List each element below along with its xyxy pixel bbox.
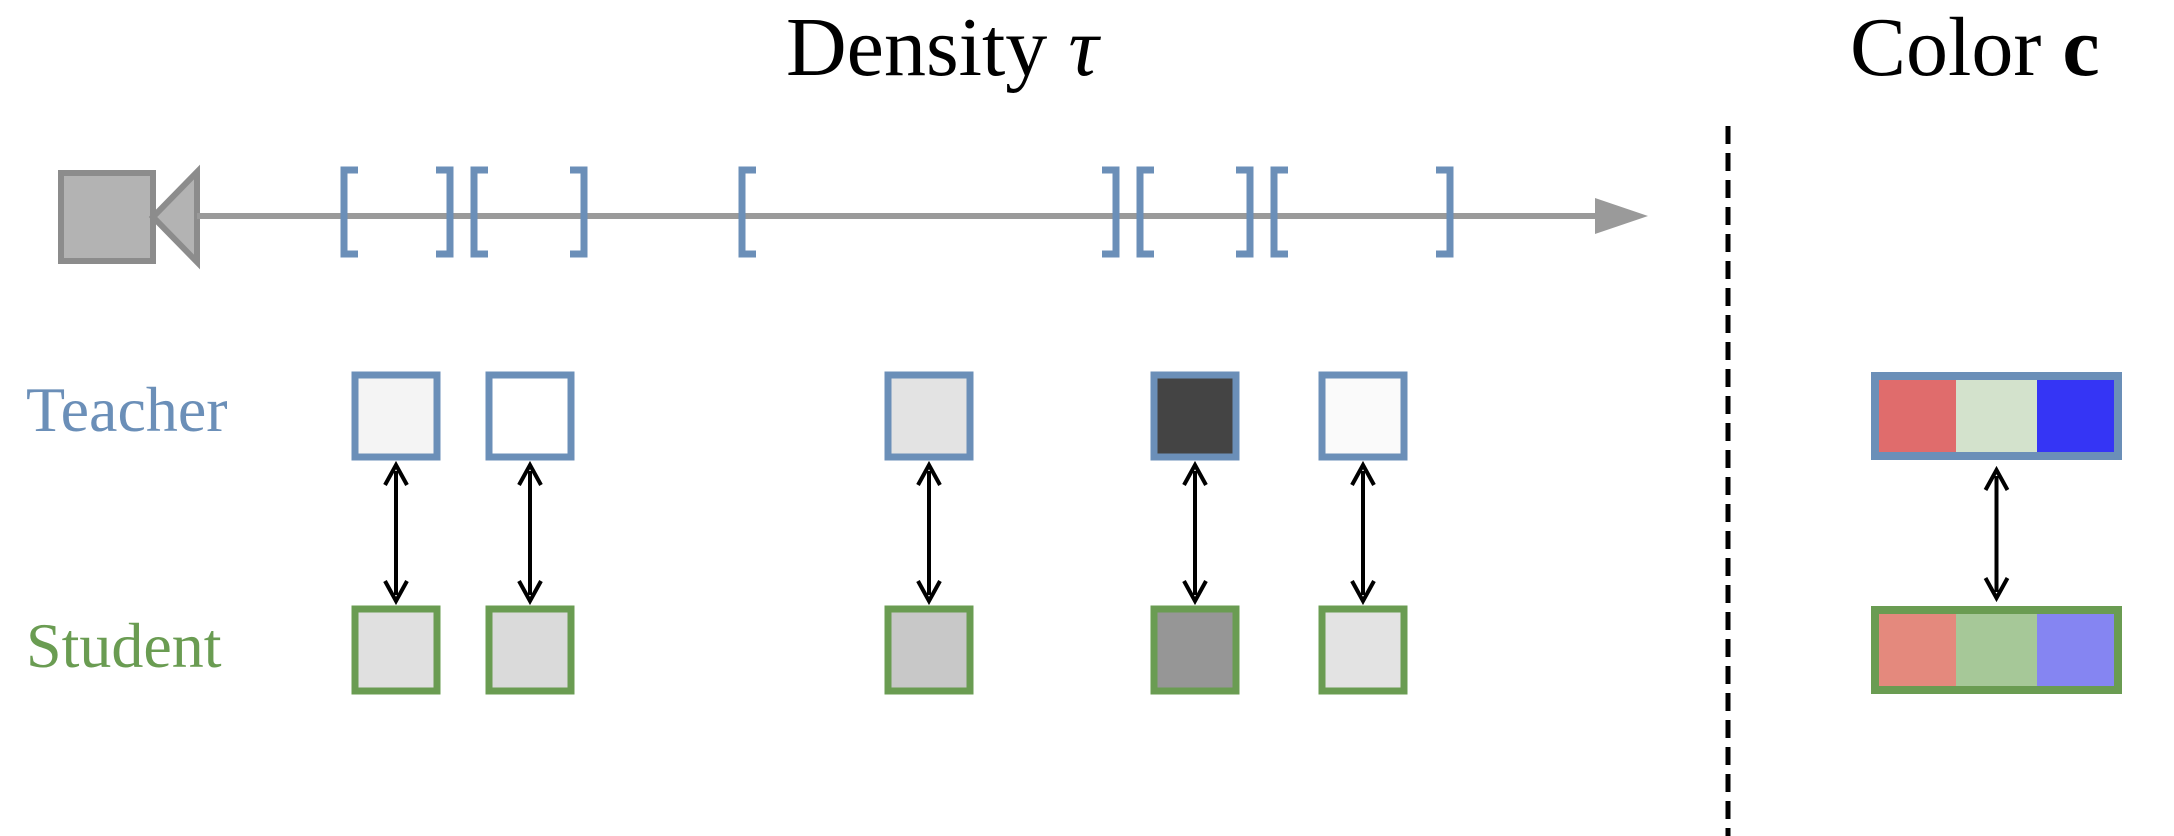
sample-intervals	[340, 166, 1454, 258]
camera-lens	[148, 164, 200, 270]
color-symbol: c	[2062, 1, 2100, 94]
interval-bracket	[340, 166, 358, 258]
teacher-color-segment	[1956, 376, 2038, 456]
comparison-arrow-head-up	[1182, 460, 1208, 486]
comparison-arrow-head-up	[1350, 460, 1376, 486]
teacher-color-segment	[2037, 376, 2119, 456]
comparison-arrow-head-down	[1350, 580, 1376, 606]
interval-bracket	[1236, 166, 1254, 258]
comparison-arrow-head-down	[916, 580, 942, 606]
interval-bracket	[1270, 166, 1288, 258]
teacher-sample-box	[485, 371, 575, 461]
teacher-sample-box	[351, 371, 441, 461]
interval-bracket	[436, 166, 454, 258]
camera-body	[58, 170, 156, 264]
ray-arrowhead	[1595, 198, 1648, 234]
color-comparison-arrow-head-up	[1983, 465, 2010, 491]
interval-bracket	[570, 166, 588, 258]
student-sample-box	[884, 605, 974, 695]
teacher-sample-box	[884, 371, 974, 461]
camera-icon	[58, 164, 200, 270]
color-comparison	[1871, 372, 2122, 694]
comparison-arrow-head-up	[383, 460, 409, 486]
comparison-arrow-head-up	[517, 460, 543, 486]
interval-bracket	[738, 166, 756, 258]
student-sample-box	[485, 605, 575, 695]
student-sample-box	[1150, 605, 1240, 695]
student-color-segment	[2037, 610, 2119, 690]
density-samples	[351, 371, 1408, 695]
color-comparison-arrow-head-down	[1983, 577, 2010, 603]
interval-bracket	[1436, 166, 1454, 258]
teacher-color-bar	[1871, 372, 2122, 460]
density-title-word: Density	[786, 1, 1048, 94]
teacher-label: Teacher	[26, 374, 228, 445]
color-title-word: Color	[1850, 1, 2042, 94]
density-title: Density τ	[786, 0, 1098, 96]
comparison-arrow-head-up	[916, 460, 942, 486]
teacher-sample-box	[1318, 371, 1408, 461]
interval-bracket	[1136, 166, 1154, 258]
student-color-segment	[1875, 610, 1957, 690]
interval-bracket	[1102, 166, 1120, 258]
student-color-bar	[1871, 606, 2122, 694]
comparison-arrow-head-down	[517, 580, 543, 606]
student-label: Student	[26, 610, 222, 681]
color-title: Color c	[1850, 0, 2100, 96]
density-symbol: τ	[1068, 1, 1099, 94]
teacher-color-segment	[1875, 376, 1957, 456]
student-sample-box	[351, 605, 441, 695]
student-color-segment	[1956, 610, 2038, 690]
comparison-arrow-head-down	[383, 580, 409, 606]
comparison-arrow-head-down	[1182, 580, 1208, 606]
student-sample-box	[1318, 605, 1408, 695]
interval-bracket	[470, 166, 488, 258]
teacher-sample-box	[1150, 371, 1240, 461]
